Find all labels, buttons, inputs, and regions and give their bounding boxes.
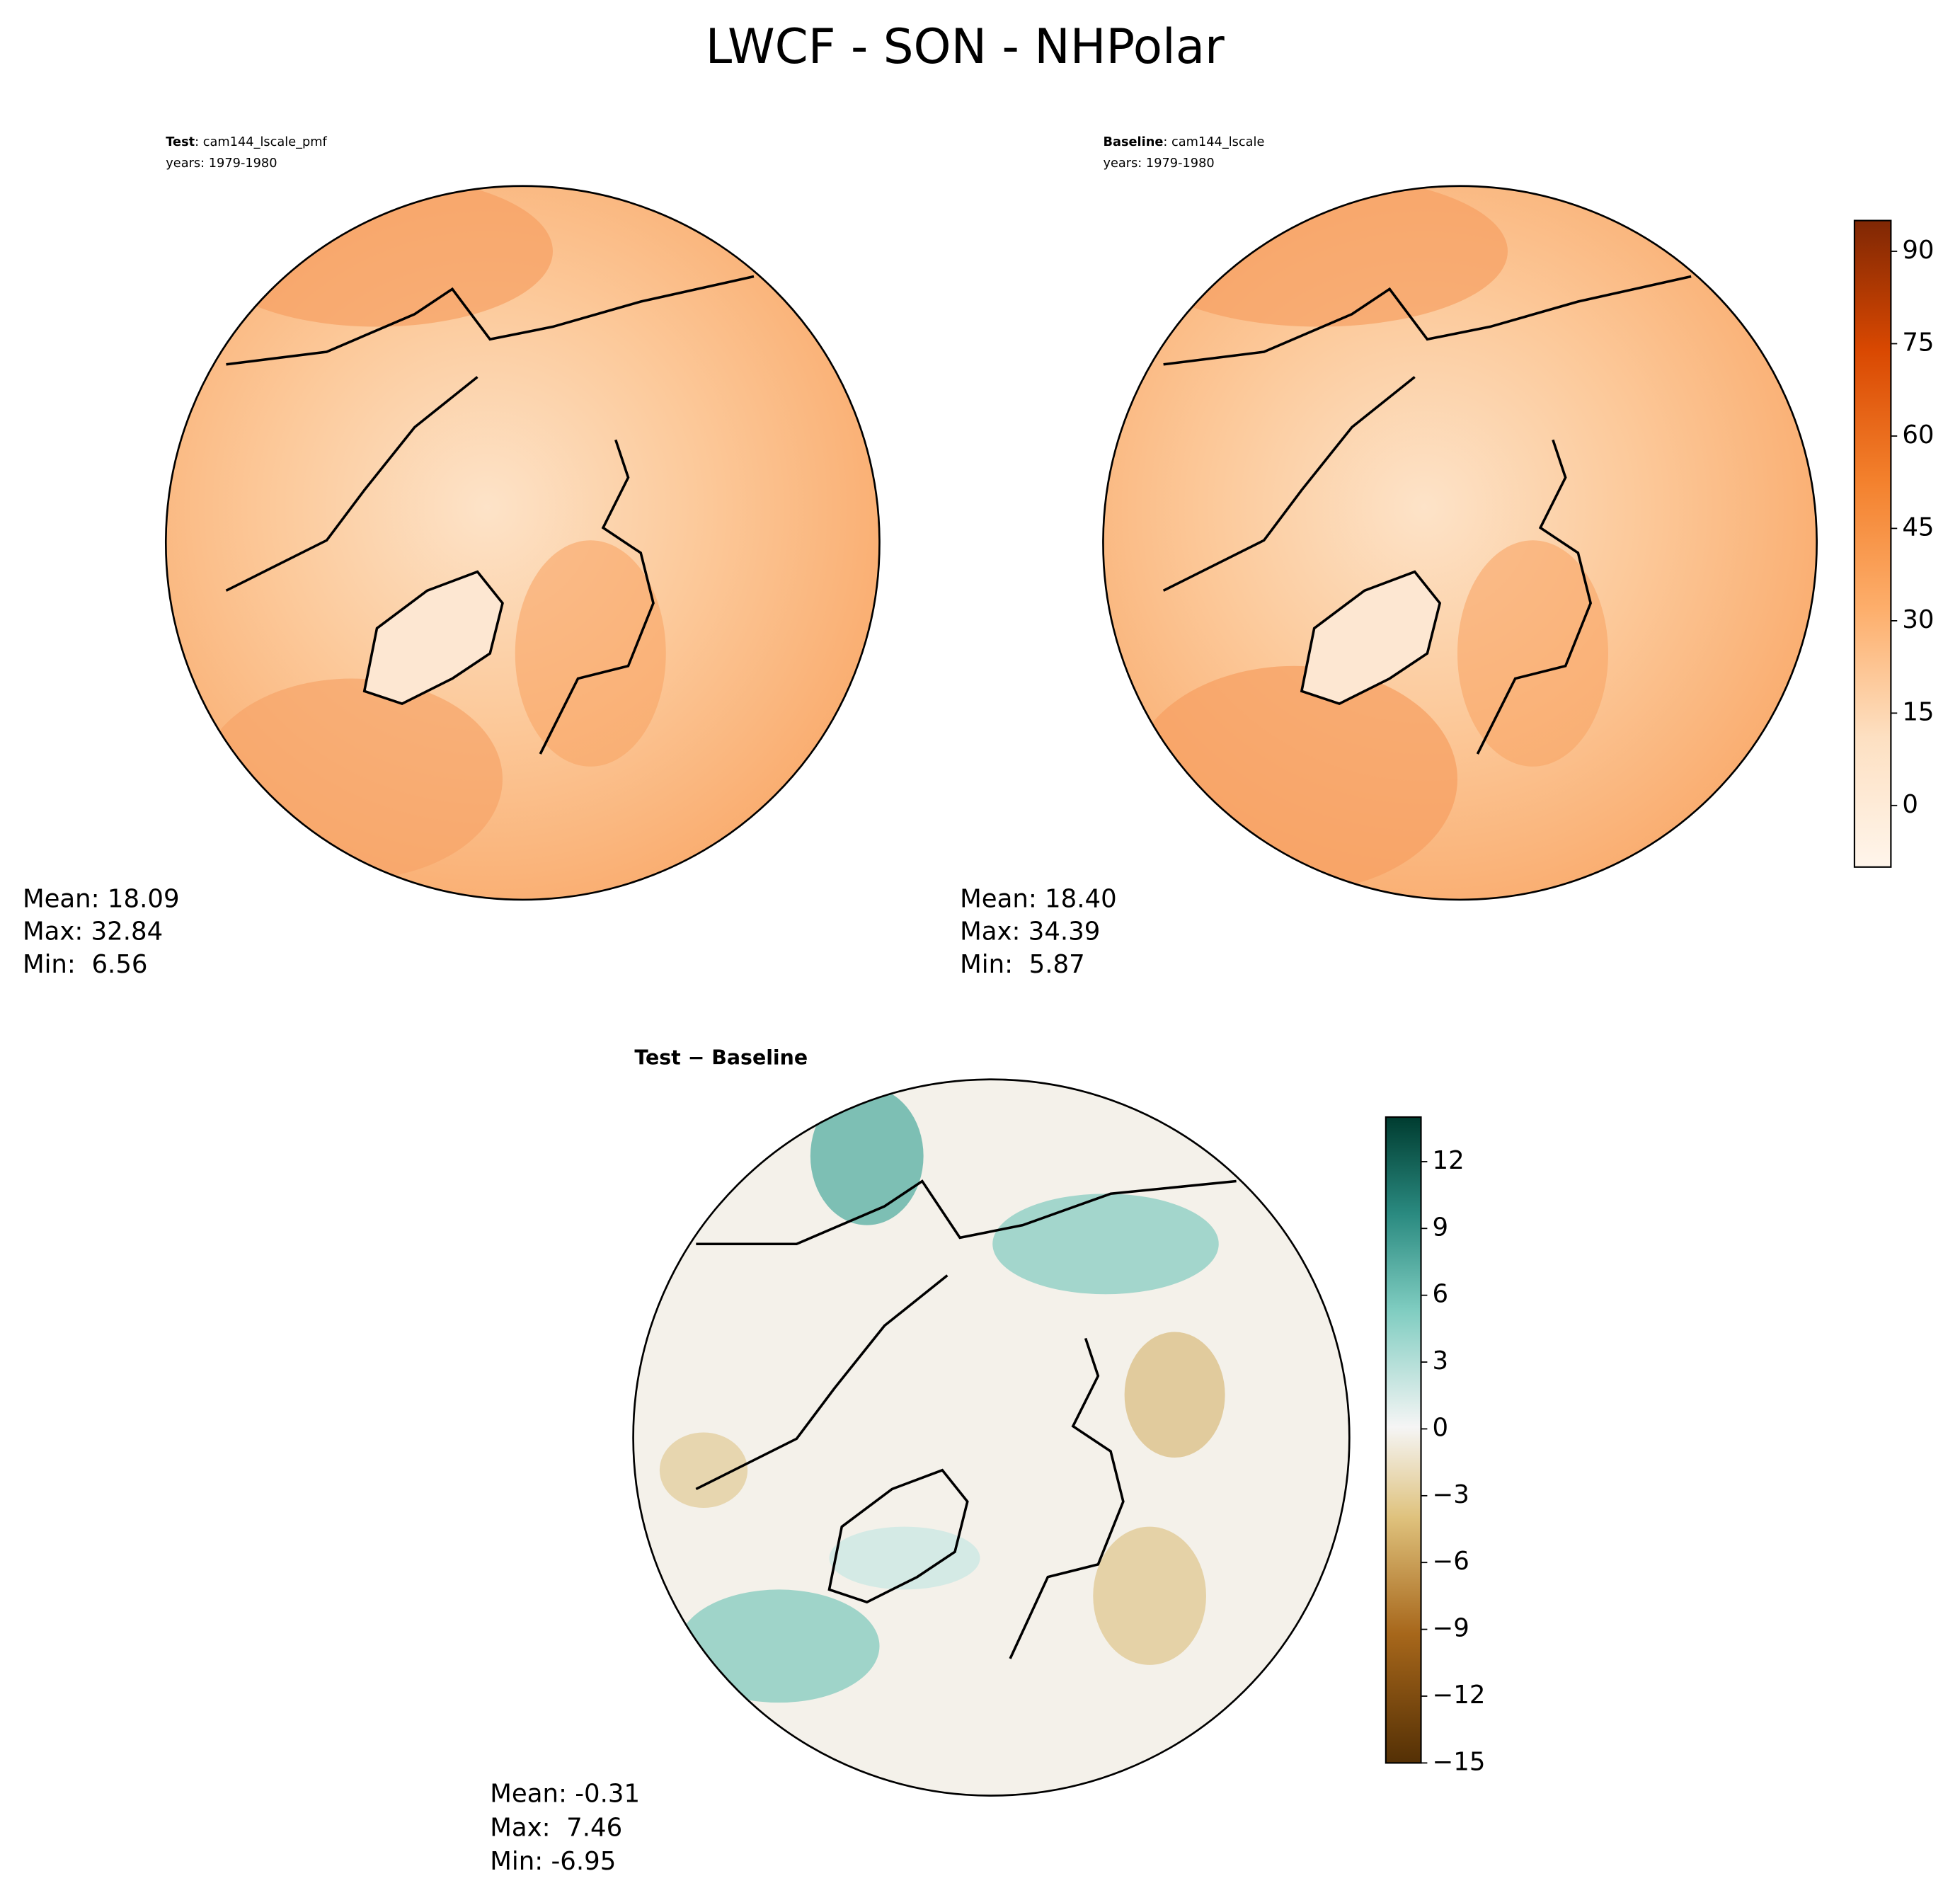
panel-case: : cam144_lscale <box>1163 135 1264 149</box>
colorbar-tick-label: 6 <box>1433 1280 1449 1309</box>
panel-years: years: 1979-1980 <box>1103 156 1214 171</box>
panel-case: : cam144_lscale_pmf <box>195 135 327 149</box>
panel-label: Test − Baseline <box>634 1046 808 1069</box>
stat-line: Min: -6.95 <box>490 1847 616 1876</box>
panel-label: Baseline <box>1103 135 1163 149</box>
panel-header: Test: cam144_lscale_pmf <box>166 135 327 149</box>
colorbar: 0 15 30 45 60 75 90 <box>1853 219 1935 868</box>
colorbar-tick-label: 9 <box>1433 1213 1449 1242</box>
colorbar-tick-label: 90 <box>1902 236 1934 265</box>
stat-line: Min: 6.56 <box>23 950 148 979</box>
stat-line: Mean: -0.31 <box>490 1779 640 1808</box>
panel-years: years: 1979-1980 <box>166 156 277 171</box>
colorbar-tick-label: −6 <box>1433 1547 1469 1576</box>
colorbar-tick-label: 75 <box>1902 328 1934 357</box>
map-baseline: Baseline: cam144_lscale years: 1979-1980 <box>1102 135 1818 901</box>
panel-header: Baseline: cam144_lscale <box>1103 135 1264 149</box>
stat-line: Mean: 18.09 <box>23 885 180 914</box>
colorbar-tick-label: 0 <box>1902 790 1918 819</box>
colorbar-tick-label: −12 <box>1433 1681 1486 1710</box>
figure-title: LWCF - SON - NHPolar <box>706 18 1225 74</box>
colorbar-tick-label: −15 <box>1433 1747 1486 1776</box>
stat-line: Max: 32.84 <box>23 917 163 946</box>
colorbar-tick-label: 3 <box>1433 1346 1449 1375</box>
map-difference: Test − Baseline <box>632 1046 1351 1797</box>
stat-line: Min: 5.87 <box>960 950 1085 979</box>
stat-line: Max: 34.39 <box>960 917 1100 946</box>
colorbar-tick-label: 30 <box>1902 605 1934 634</box>
colorbar-tick-label: 0 <box>1433 1413 1449 1442</box>
colorbar-tick-label: 45 <box>1902 513 1934 542</box>
colorbar-tick-label: 15 <box>1902 697 1934 726</box>
colorbar-tick-label: −3 <box>1433 1480 1469 1509</box>
colorbar-tick-label: −9 <box>1433 1614 1469 1643</box>
stat-line: Max: 7.46 <box>490 1813 622 1842</box>
map-test: Test: cam144_lscale_pmf years: 1979-1980 <box>164 135 881 901</box>
colorbar: −15 −12 −9 −6 −3 0 3 6 9 12 <box>1385 1116 1486 1776</box>
stat-line: Mean: 18.40 <box>960 885 1117 914</box>
panel-label: Test <box>166 135 195 149</box>
colorbar-tick-label: 12 <box>1433 1146 1465 1175</box>
colorbar-tick-label: 60 <box>1902 420 1934 450</box>
